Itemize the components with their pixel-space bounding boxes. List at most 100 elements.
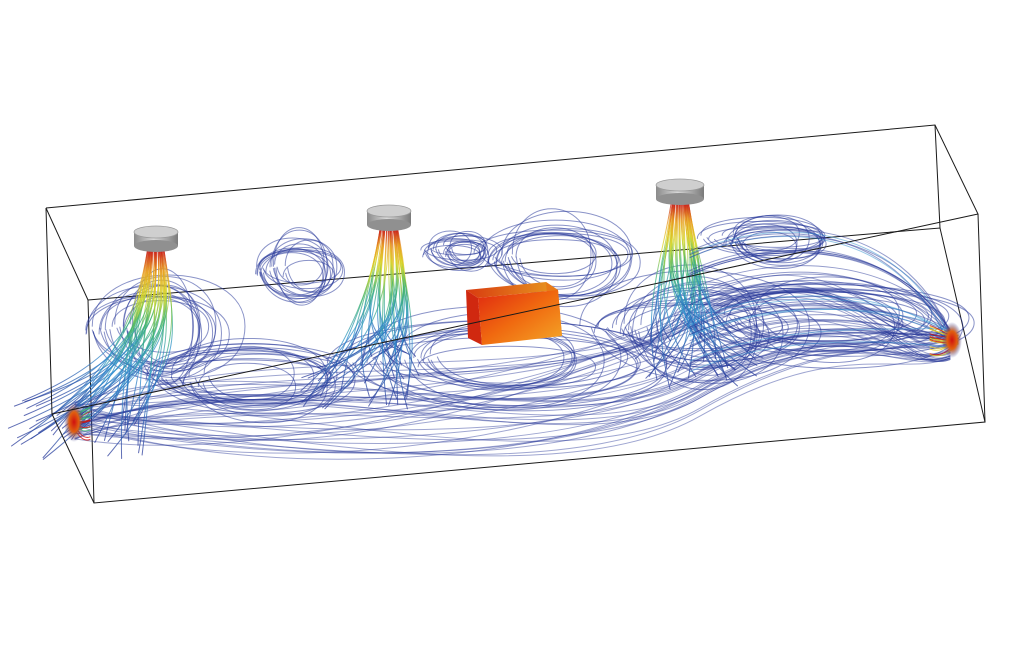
streamline: [689, 295, 951, 340]
streamline: [689, 308, 951, 337]
streamline: [649, 202, 685, 344]
streamline: [74, 334, 951, 441]
streamline: [21, 249, 151, 402]
streamline: [182, 353, 336, 417]
streamline: [628, 289, 756, 370]
streamline: [114, 275, 217, 373]
streamline: [645, 202, 697, 379]
streamline: [170, 337, 327, 411]
streamline: [74, 345, 951, 445]
streamline: [307, 228, 399, 379]
streamline: [684, 202, 695, 379]
streamline: [258, 248, 342, 284]
streamline: [74, 296, 951, 418]
streamline: [13, 249, 156, 407]
streamline: [689, 271, 951, 343]
streamline: [74, 357, 951, 457]
streamlines: [7, 202, 975, 460]
streamline: [74, 334, 951, 430]
streamline: [300, 228, 385, 392]
streamline: [74, 291, 951, 415]
streamline: [322, 228, 394, 409]
streamline: [689, 331, 951, 364]
streamline: [23, 249, 160, 416]
streamline: [74, 291, 951, 413]
streamline: [689, 327, 951, 359]
streamline: [360, 228, 385, 367]
streamline: [689, 314, 951, 345]
streamline: [754, 276, 900, 351]
streamline: [689, 279, 951, 335]
streamline: [687, 202, 716, 360]
streamline: [74, 327, 951, 435]
heat-source-block: [466, 282, 562, 345]
outlet-vent-right: [942, 322, 962, 358]
streamline: [448, 243, 481, 262]
streamline: [74, 332, 951, 431]
streamline: [145, 347, 356, 414]
streamline: [282, 259, 335, 293]
inlet-cylinder-3: [655, 178, 705, 205]
streamline: [359, 329, 639, 401]
streamline: [729, 288, 904, 343]
streamline: [74, 341, 951, 430]
streamline: [689, 307, 951, 335]
streamline: [389, 228, 416, 357]
streamline: [132, 249, 165, 422]
streamline: [88, 249, 167, 403]
streamline: [56, 249, 152, 416]
inlet-cylinder-1: [133, 225, 179, 252]
streamline: [137, 249, 153, 446]
streamline: [74, 299, 951, 440]
streamline: [362, 305, 622, 411]
streamline: [74, 352, 951, 454]
streamline: [74, 329, 951, 428]
streamline: [427, 240, 486, 256]
streamline: [689, 273, 951, 333]
streamline: [138, 249, 157, 454]
streamline: [423, 330, 577, 390]
streamline: [320, 228, 381, 397]
streamline: [367, 228, 384, 357]
streamline: [265, 247, 345, 298]
streamline: [689, 235, 951, 333]
streamline: [271, 229, 328, 304]
streamline: [689, 231, 951, 339]
streamline: [689, 341, 951, 373]
streamline: [649, 311, 761, 359]
streamline: [74, 337, 951, 456]
streamline: [650, 202, 672, 381]
streamline: [388, 228, 408, 410]
streamline: [74, 329, 951, 440]
streamline: [689, 320, 951, 348]
streamline: [324, 228, 395, 410]
streamline: [369, 228, 399, 366]
streamline: [317, 228, 405, 369]
streamline: [256, 247, 327, 303]
streamline: [74, 324, 951, 454]
streamline: [74, 349, 951, 428]
streamline: [197, 362, 297, 411]
streamline: [689, 327, 951, 362]
streamline: [393, 312, 605, 409]
streamline: [473, 229, 634, 277]
streamline: [408, 326, 576, 391]
streamline: [7, 249, 165, 429]
streamline: [593, 298, 822, 367]
streamline: [422, 244, 482, 269]
streamline: [732, 215, 800, 252]
inlet-cylinder-2: [366, 204, 412, 231]
streamline: [689, 300, 951, 332]
streamline: [435, 232, 489, 267]
streamline: [734, 215, 810, 263]
streamline: [74, 345, 951, 433]
streamline: [162, 343, 338, 407]
streamline: [443, 241, 485, 265]
streamline: [689, 298, 951, 335]
streamline: [274, 243, 324, 286]
streamline: [74, 350, 951, 441]
streamline: [668, 202, 729, 332]
streamline: [272, 227, 325, 306]
